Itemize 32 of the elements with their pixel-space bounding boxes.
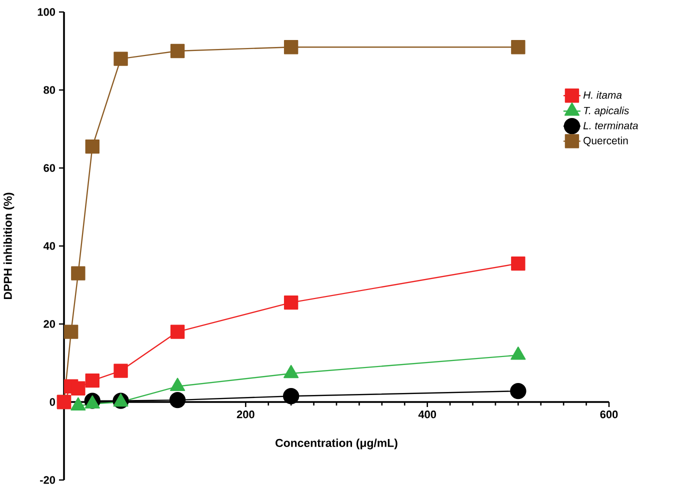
y-tick-label: 0 — [50, 398, 56, 406]
point — [71, 266, 86, 280]
y-axis-title: DPPH inhibition (%) — [3, 192, 14, 300]
y-tick-label: 60 — [44, 164, 56, 172]
y-tick-label: 80 — [44, 86, 56, 94]
legend-label: L. terminata — [583, 122, 638, 130]
point — [511, 256, 526, 271]
x-tick-label: 600 — [600, 410, 618, 418]
point — [114, 364, 128, 378]
point — [170, 44, 185, 58]
point — [114, 52, 128, 66]
point — [282, 388, 300, 404]
y-tick-label: -20 — [40, 476, 56, 484]
point — [85, 139, 100, 154]
point — [71, 381, 86, 396]
point — [284, 40, 298, 54]
x-axis-title: Concentration (μg/mL) — [276, 438, 398, 450]
x-tick-label: 200 — [236, 410, 254, 418]
point — [64, 324, 78, 339]
point — [85, 373, 100, 388]
point — [510, 382, 526, 400]
x-tick-label: 400 — [418, 410, 436, 418]
y-tick-label: 40 — [43, 242, 56, 250]
point — [511, 40, 526, 54]
legend-label: T. apicalis — [584, 106, 629, 116]
y-tick-label: 20 — [44, 320, 56, 328]
point — [169, 392, 186, 408]
point — [284, 295, 298, 310]
legend-label: H. itama — [583, 91, 622, 99]
point — [170, 324, 185, 339]
y-tick-label: 100 — [38, 8, 56, 16]
legend-label: Quercetin — [584, 136, 628, 146]
